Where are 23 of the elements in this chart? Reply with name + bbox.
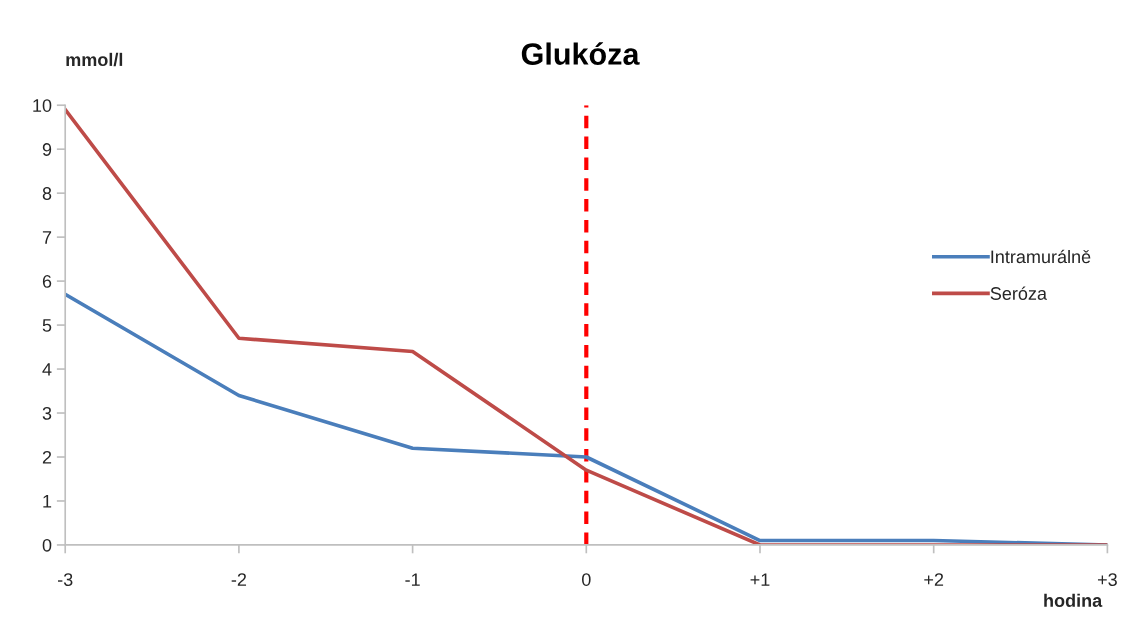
- x-tick-label: -1: [405, 573, 420, 586]
- x-tick-label: +1: [750, 573, 770, 586]
- y-tick-label: 6: [42, 275, 52, 288]
- y-tick-label: 0: [42, 538, 52, 552]
- y-tick-label: 5: [42, 319, 52, 332]
- y-tick-label: 7: [42, 231, 52, 244]
- legend-label: Seróza: [990, 286, 1047, 300]
- x-tick-label: 0: [581, 573, 591, 586]
- y-tick-label: 10: [33, 99, 52, 112]
- y-tick-label: 3: [42, 406, 52, 420]
- chart-title: Glukóza: [521, 42, 640, 65]
- x-tick-label: -3: [57, 573, 73, 586]
- y-tick-label: 2: [42, 450, 52, 464]
- y-tick-label: 4: [42, 363, 52, 376]
- y-tick-label: 9: [42, 143, 52, 156]
- y-tick-label: 8: [42, 187, 52, 200]
- x-axis-title: hodina: [1044, 593, 1103, 607]
- x-tick-label: +2: [924, 573, 944, 586]
- legend-label: Intramurálně: [991, 249, 1091, 264]
- x-tick-label: +3: [1097, 573, 1117, 586]
- y-axis-title: mmol/l: [66, 52, 123, 67]
- y-tick-label: 1: [43, 495, 52, 508]
- x-tick-label: -2: [231, 573, 247, 586]
